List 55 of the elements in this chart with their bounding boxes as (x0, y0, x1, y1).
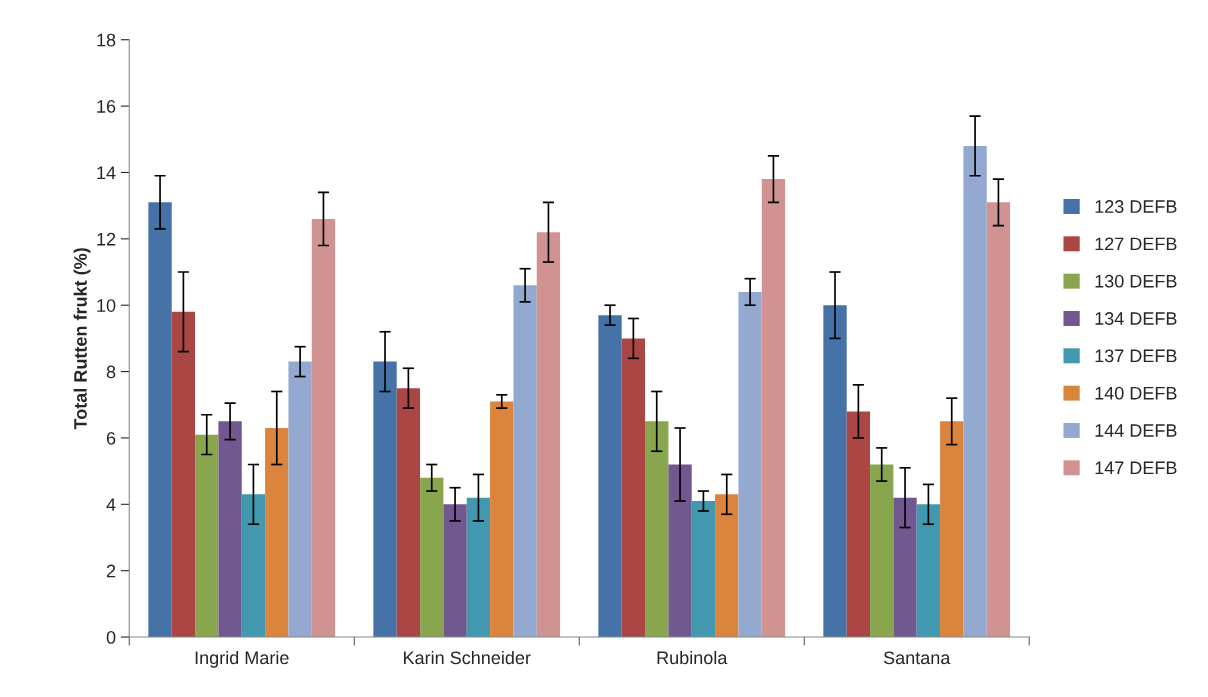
bar (265, 427, 289, 638)
legend-label: 123 DEFB (1095, 200, 1177, 213)
y-axis-title: Total Rutten frukt (%) (73, 248, 91, 430)
y-tick-label: 6 (106, 431, 116, 445)
bar (668, 464, 692, 638)
legend-label: 134 DEFB (1095, 312, 1177, 325)
bar (241, 494, 266, 638)
legend-label: 140 DEFB (1095, 386, 1177, 400)
bar (645, 421, 669, 638)
bar (490, 401, 514, 638)
bar (870, 464, 894, 638)
x-tick-label: Karin Schneider (403, 650, 531, 665)
y-tick-label: 4 (106, 498, 116, 511)
bar (963, 145, 987, 638)
bar (396, 388, 421, 638)
bar (466, 497, 491, 638)
legend-label: 130 DEFB (1095, 274, 1177, 288)
y-tick-label: 8 (106, 365, 116, 379)
bar (916, 504, 941, 638)
bar (761, 179, 786, 638)
y-tick-label: 14 (97, 166, 116, 180)
x-tick-label: Rubinola (657, 650, 728, 665)
y-tick-label: 0 (106, 630, 116, 644)
bar (373, 361, 397, 638)
bar (715, 494, 739, 638)
bar (536, 232, 561, 638)
bar (940, 421, 964, 638)
x-tick-label: Santana (883, 651, 951, 665)
legend-label: 137 DEFB (1095, 349, 1177, 363)
bar (621, 338, 646, 638)
x-tick-label: Ingrid Marie (195, 650, 289, 668)
bar (218, 421, 242, 638)
bar (420, 477, 444, 638)
bar (846, 411, 871, 638)
bar (986, 202, 1011, 638)
legend-label: 147 DEFB (1095, 461, 1177, 475)
bar (893, 497, 917, 638)
y-tick-label: 10 (97, 299, 116, 312)
bar (738, 291, 762, 638)
bar (288, 361, 312, 638)
bar (443, 504, 467, 638)
y-tick-label: 16 (97, 100, 116, 113)
bar (691, 501, 716, 638)
y-tick-label: 2 (106, 564, 116, 578)
bar (823, 305, 847, 638)
legend-label: 127 DEFB (1095, 237, 1177, 251)
y-tick-label: 18 (97, 33, 116, 47)
bar (148, 202, 172, 638)
bar (311, 218, 336, 638)
bar (598, 315, 622, 638)
bar (513, 285, 537, 638)
y-tick-label: 12 (97, 232, 116, 246)
bar (195, 434, 219, 638)
bar (171, 311, 196, 638)
legend-label: 144 DEFB (1095, 424, 1177, 437)
